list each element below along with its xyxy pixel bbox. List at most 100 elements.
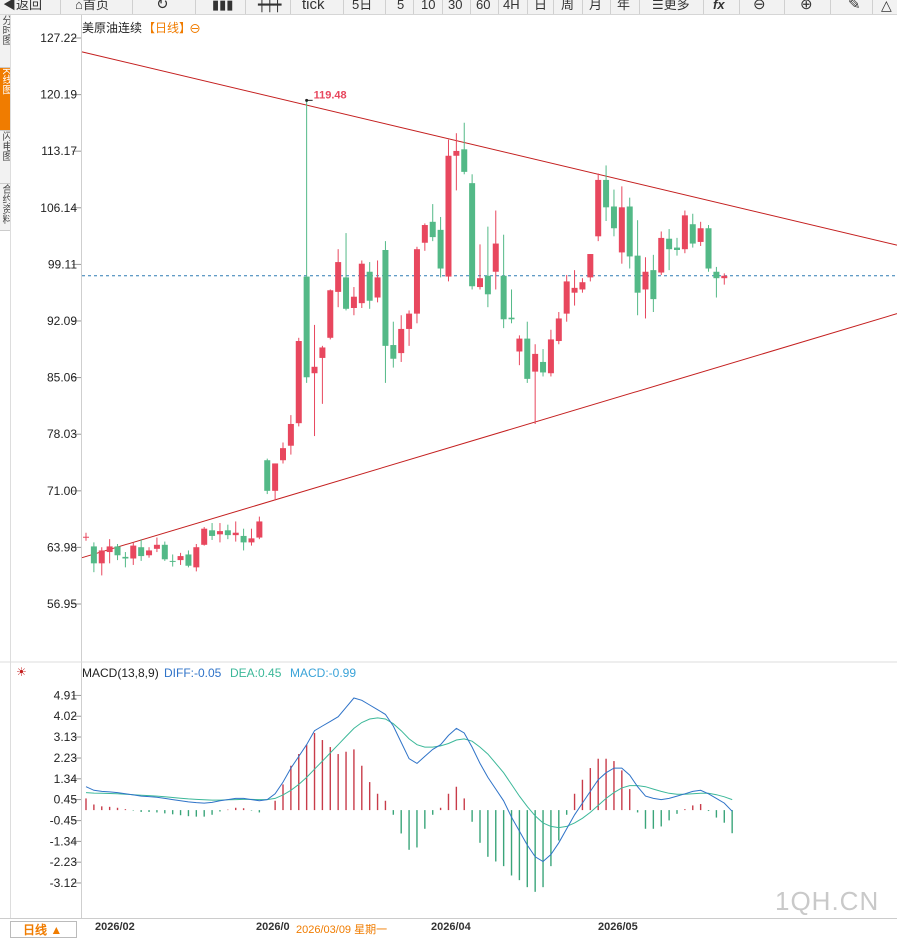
candle[interactable] xyxy=(469,174,476,290)
candle[interactable] xyxy=(398,315,405,362)
candle[interactable] xyxy=(272,463,279,501)
candle[interactable] xyxy=(540,349,547,377)
candle[interactable] xyxy=(130,542,137,565)
candle[interactable] xyxy=(366,262,373,309)
period-5-button[interactable]: 5 xyxy=(397,0,405,12)
draw-pen-icon[interactable]: ✎ xyxy=(848,0,861,13)
candle[interactable] xyxy=(83,532,89,541)
candle[interactable] xyxy=(177,552,184,565)
candle[interactable] xyxy=(106,539,113,564)
candle[interactable] xyxy=(595,173,602,242)
candle[interactable] xyxy=(666,229,673,271)
candle[interactable] xyxy=(413,246,420,324)
candle[interactable] xyxy=(374,260,381,303)
candle[interactable] xyxy=(421,223,428,251)
candle[interactable] xyxy=(697,221,704,246)
add-indicator-icon[interactable] xyxy=(190,24,200,33)
period-day-button[interactable]: 日 xyxy=(534,0,548,12)
back-button[interactable]: ◀返回 xyxy=(3,0,42,14)
formula-button[interactable]: fx xyxy=(713,0,725,12)
period-year-button[interactable]: 年 xyxy=(617,0,631,12)
candle[interactable] xyxy=(350,287,357,316)
candle[interactable] xyxy=(508,289,515,324)
period-4h-button[interactable]: 4H xyxy=(503,0,520,12)
candle[interactable] xyxy=(437,216,444,278)
candle[interactable] xyxy=(461,122,468,175)
candle[interactable] xyxy=(98,547,105,576)
candle[interactable] xyxy=(146,547,153,558)
zoom-in-icon[interactable]: ⊕ xyxy=(800,0,813,13)
candle[interactable] xyxy=(674,237,680,256)
candle[interactable] xyxy=(547,329,554,377)
candle[interactable] xyxy=(358,260,365,308)
candle[interactable] xyxy=(319,345,326,404)
five-day-button[interactable]: 5日 xyxy=(352,0,373,12)
trendline-lower[interactable] xyxy=(81,313,897,559)
triangle-tool-icon[interactable]: △ xyxy=(881,0,892,13)
candle[interactable] xyxy=(626,197,633,269)
candle[interactable] xyxy=(295,337,302,427)
candle[interactable] xyxy=(642,257,649,319)
period-60-button[interactable]: 60 xyxy=(476,0,491,12)
candle[interactable] xyxy=(232,521,239,542)
period-select-button[interactable]: 日线 ▲ xyxy=(10,921,77,938)
candle[interactable] xyxy=(343,233,350,311)
candle[interactable] xyxy=(658,231,665,275)
home-button[interactable]: ⌂首页 xyxy=(75,0,109,14)
candle[interactable] xyxy=(563,274,570,322)
tick-button[interactable]: tick xyxy=(302,0,325,13)
candle[interactable] xyxy=(240,528,247,551)
period-week-button[interactable]: 周 xyxy=(561,0,575,12)
candle[interactable] xyxy=(209,523,216,540)
candle[interactable] xyxy=(248,528,255,546)
candle[interactable] xyxy=(634,220,641,316)
trendline-upper[interactable] xyxy=(81,51,897,246)
candle[interactable] xyxy=(303,100,310,383)
candle[interactable] xyxy=(705,225,712,272)
candle[interactable] xyxy=(484,226,491,308)
candle[interactable] xyxy=(382,241,389,383)
candle[interactable] xyxy=(169,554,176,567)
candle[interactable] xyxy=(264,458,271,495)
macd-settings-icon[interactable]: ☀ xyxy=(16,665,27,679)
candle[interactable] xyxy=(453,133,460,191)
candle[interactable] xyxy=(406,310,413,346)
candle[interactable] xyxy=(516,335,523,366)
tab-flash[interactable]: 闪电图 xyxy=(0,131,10,184)
tab-kline[interactable]: K线图 xyxy=(0,68,10,131)
candle[interactable] xyxy=(477,244,483,290)
candle[interactable] xyxy=(555,312,562,345)
candle[interactable] xyxy=(689,213,696,248)
period-month-button[interactable]: 月 xyxy=(589,0,603,12)
candle[interactable] xyxy=(681,210,688,254)
candle[interactable] xyxy=(122,552,129,568)
period-10-button[interactable]: 10 xyxy=(421,0,436,12)
candle[interactable] xyxy=(224,524,231,540)
candle[interactable] xyxy=(610,189,617,237)
candle[interactable] xyxy=(532,344,539,424)
candle[interactable] xyxy=(524,321,531,383)
candle[interactable] xyxy=(500,234,507,329)
candle[interactable] xyxy=(256,516,263,540)
more-button[interactable]: ☰更多 xyxy=(652,0,690,14)
refresh-icon[interactable]: ↻ xyxy=(156,0,169,13)
zoom-out-icon[interactable]: ⊖ xyxy=(753,0,766,13)
bar-chart-icon[interactable]: ▮▮▮ xyxy=(212,0,234,12)
candle[interactable] xyxy=(713,266,720,298)
candle[interactable] xyxy=(311,324,318,437)
candle[interactable] xyxy=(280,442,286,464)
candle[interactable] xyxy=(618,186,625,264)
candle[interactable] xyxy=(287,415,294,455)
candle[interactable] xyxy=(650,254,657,313)
candle[interactable] xyxy=(193,543,200,572)
candle[interactable] xyxy=(153,537,160,553)
candle[interactable] xyxy=(90,542,97,573)
candle[interactable] xyxy=(201,527,208,546)
candle[interactable] xyxy=(114,543,121,561)
candle[interactable] xyxy=(587,254,594,282)
candle[interactable] xyxy=(603,165,610,222)
candle-chart-icon[interactable]: ┿┿┿ xyxy=(258,0,282,12)
candle[interactable] xyxy=(185,550,192,568)
tab-timeshare[interactable]: 分时图 xyxy=(0,15,10,68)
